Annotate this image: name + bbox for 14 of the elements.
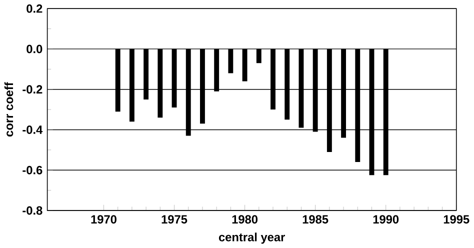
- x-axis-title: central year: [218, 232, 285, 244]
- x-tick-label: 1975: [162, 215, 188, 224]
- y-tick-label: -0.8: [22, 206, 42, 215]
- y-axis-title: corr coeff: [4, 82, 14, 136]
- x-tick-label: 1995: [444, 215, 470, 224]
- x-tick-label: 1980: [232, 215, 258, 224]
- x-tick-label: 1990: [373, 215, 399, 224]
- y-tick-label: 0.0: [26, 44, 42, 54]
- y-tick-label: -0.2: [22, 85, 42, 94]
- x-tick-label: 1985: [302, 215, 328, 224]
- y-tick-label: -0.4: [22, 125, 43, 134]
- y-tick-label: -0.6: [22, 166, 42, 174]
- y-tick-label: 0.2: [26, 4, 42, 13]
- x-tick-label: 1970: [91, 215, 116, 224]
